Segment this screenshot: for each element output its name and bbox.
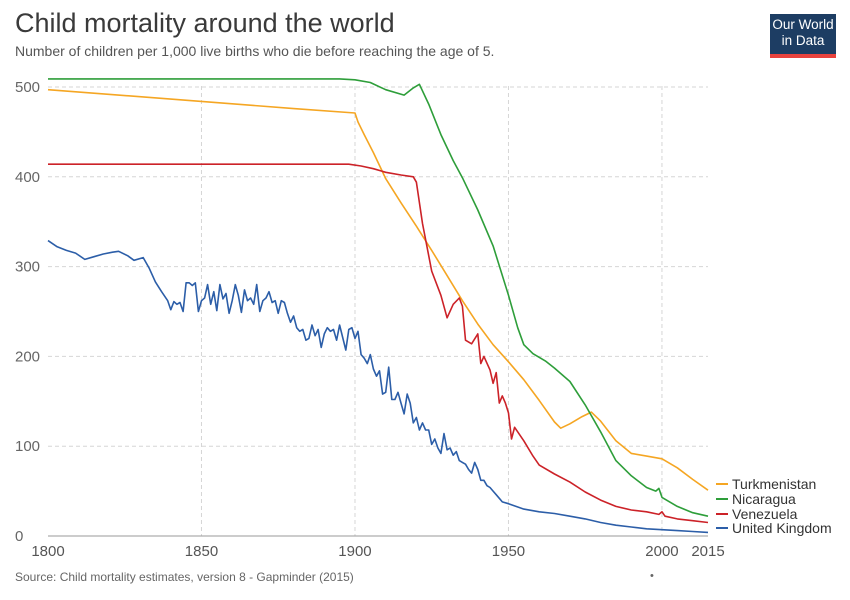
x-tick-label: 2015 — [691, 543, 724, 560]
logo-line-1: Our World — [772, 17, 834, 32]
source-note[interactable]: Source: Child mortality estimates, versi… — [15, 570, 354, 584]
logo-line-2: in Data — [781, 33, 825, 48]
x-tick-label: 1950 — [492, 543, 525, 560]
legend-label: Turkmenistan — [732, 476, 816, 492]
legend-label: United Kingdom — [732, 520, 832, 536]
x-tick-label: 2000 — [645, 543, 678, 560]
y-tick-label: 500 — [15, 79, 40, 96]
logo-accent-bar — [770, 54, 836, 58]
chart-title: Child mortality around the world — [15, 8, 395, 38]
series-line-united-kingdom — [47, 239, 709, 534]
footer-dot: • — [650, 570, 654, 582]
legend-label: Venezuela — [732, 506, 798, 522]
y-tick-label: 100 — [15, 438, 40, 455]
series-line-nicaragua — [48, 78, 709, 517]
y-tick-label: 300 — [15, 259, 40, 276]
x-tick-label: 1850 — [185, 543, 218, 560]
y-tick-label: 200 — [15, 348, 40, 365]
series-line-turkmenistan — [47, 88, 709, 491]
x-tick-label: 1800 — [31, 543, 64, 560]
chart-subtitle: Number of children per 1,000 live births… — [15, 43, 495, 59]
legend-label: Nicaragua — [732, 491, 796, 507]
owid-logo[interactable]: Our World in Data — [770, 14, 836, 58]
series-line-venezuela — [48, 163, 709, 524]
x-tick-label: 1900 — [338, 543, 371, 560]
y-tick-label: 400 — [15, 169, 40, 186]
y-tick-label: 0 — [15, 528, 23, 545]
